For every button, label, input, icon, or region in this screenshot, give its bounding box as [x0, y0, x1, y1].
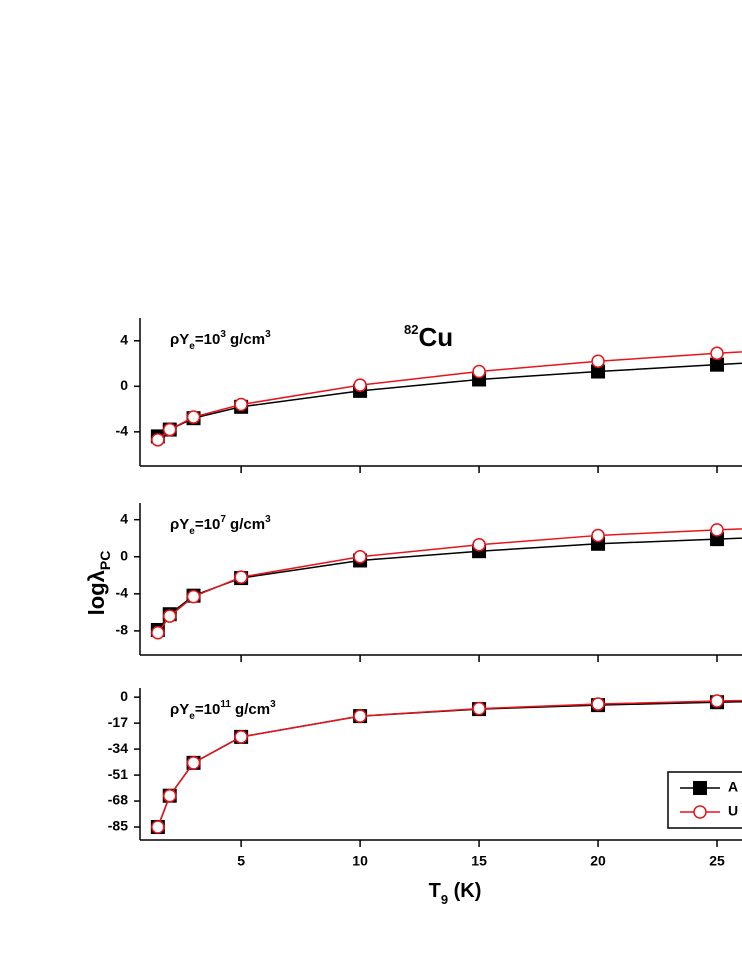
annotation-part: g/cm [226, 516, 265, 533]
chart-title: 82Cu [404, 322, 453, 352]
y-tick-label: -4 [116, 585, 129, 601]
marker [710, 694, 724, 708]
marker [151, 433, 165, 447]
marker [186, 589, 201, 604]
annotation-part: =10 [195, 516, 220, 533]
annotation-part: e [189, 526, 195, 537]
marker [710, 346, 724, 361]
y-tick-label: -51 [108, 766, 128, 782]
y-tick-label: 4 [120, 510, 128, 526]
x-label-rest: (K) [448, 880, 481, 902]
legend-marker [693, 781, 707, 795]
marker [472, 537, 486, 552]
y-axis-label: logλPC [84, 551, 113, 616]
marker [162, 609, 177, 623]
annotation-part: g/cm [231, 701, 270, 718]
x-tick-label: 5 [237, 853, 245, 869]
plot-area [150, 346, 742, 835]
annotation: ρYe=107 g/cm3 [170, 514, 271, 537]
y-tick-label: -34 [108, 740, 128, 756]
marker [591, 354, 605, 369]
marker [710, 357, 725, 372]
annotation-part: e [189, 711, 195, 722]
x-axis-label: T9 (K) [429, 880, 482, 907]
y-tick-label: 4 [120, 331, 128, 347]
series-line [157, 351, 742, 441]
title-main: Cu [418, 322, 453, 352]
y-tick-label: -17 [108, 714, 128, 730]
annotation: ρYe=1011 g/cm3 [170, 699, 276, 722]
annotation: ρYe=103 g/cm3 [170, 329, 271, 352]
marker [591, 364, 606, 379]
annotation-part: ρY [170, 331, 189, 348]
annotation-part: 3 [265, 329, 271, 340]
marker [234, 730, 248, 744]
annotation-part: e [189, 341, 195, 352]
annotation-part: g/cm [226, 331, 265, 348]
x-tick-label: 25 [709, 853, 725, 869]
x-label-sub: 9 [441, 892, 448, 907]
title-sup: 82 [404, 322, 418, 337]
marker [472, 701, 486, 716]
marker [186, 410, 201, 424]
marker [353, 709, 367, 723]
marker [151, 626, 165, 640]
y-tick-label: -8 [116, 622, 129, 638]
marker [353, 378, 367, 392]
y-tick-label: -85 [108, 818, 128, 834]
marker [234, 570, 248, 584]
annotation-part: =10 [195, 331, 220, 348]
x-tick-label: 10 [352, 853, 368, 869]
marker [591, 697, 605, 711]
marker [186, 756, 201, 770]
annotation-part: ρY [170, 701, 189, 718]
y-label-sub: PC [97, 551, 113, 570]
legend-marker [693, 805, 707, 819]
y-label-main: logλ [84, 570, 109, 615]
legend-label: U [728, 803, 738, 819]
annotation-part: 3 [220, 329, 226, 340]
annotation-part: 11 [220, 699, 231, 710]
x-tick-label: 15 [471, 853, 487, 869]
marker [472, 364, 486, 379]
annotation-part: 3 [270, 699, 276, 710]
marker [353, 550, 367, 564]
y-tick-label: 0 [120, 688, 128, 704]
series-line [157, 701, 742, 828]
marker [162, 422, 177, 437]
y-tick-label: -4 [116, 423, 129, 439]
marker [151, 820, 165, 834]
marker [234, 397, 248, 412]
annotation-part: =10 [195, 701, 220, 718]
annotation-part: 3 [265, 514, 271, 525]
marker [162, 788, 177, 803]
x-label-main: T [429, 880, 441, 902]
marker [710, 523, 724, 537]
y-tick-label: -68 [108, 792, 128, 808]
marker [591, 528, 605, 543]
legend-label: A [728, 779, 738, 795]
annotation-part: ρY [170, 516, 189, 533]
y-tick-label: 0 [120, 547, 128, 563]
annotation-part: 7 [220, 514, 226, 525]
series-line [157, 362, 742, 438]
x-tick-label: 20 [590, 853, 606, 869]
y-tick-label: 0 [120, 377, 128, 393]
